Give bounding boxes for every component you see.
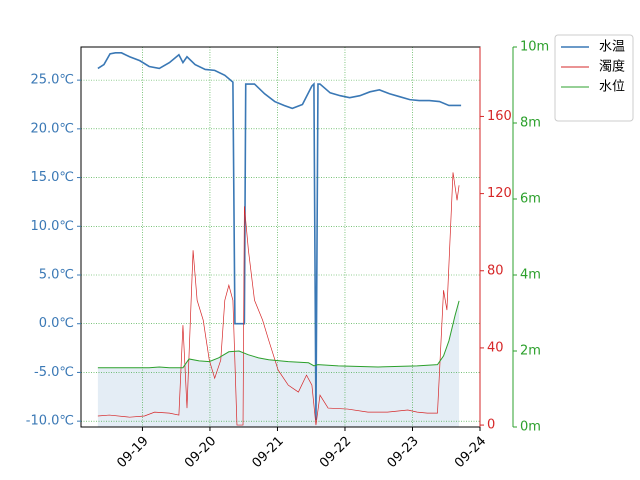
y-tick-label: -10.0℃ [26,414,74,429]
series-line [97,172,460,426]
y-tick-label: -5.0℃ [34,365,74,380]
y-tick-label: 10.0℃ [30,219,74,234]
y3-tick-label: 2m [520,344,541,359]
area-fill [97,300,460,427]
y3-tick-label: 0m [520,420,541,435]
y3-tick-label: 4m [520,268,541,283]
y-tick-label: 25.0℃ [30,73,74,88]
y2-tick-label: 120 [487,186,512,201]
series-line [97,300,460,369]
legend-box [554,34,634,122]
y2-tick-label: 0 [487,418,495,433]
y-tick-label: 20.0℃ [30,121,74,136]
legend-label: 濁度 [599,59,625,75]
y-tick-label: 15.0℃ [30,170,74,185]
y3-tick-label: 10m [520,40,549,55]
y3-tick-label: 8m [520,116,541,131]
legend-label: 水温 [599,40,625,55]
y2-tick-label: 160 [487,109,512,124]
y2-tick-label: 40 [487,340,504,355]
y2-tick-label: 80 [487,263,504,278]
y-tick-label: 0.0℃ [39,316,74,331]
legend-label: 水位 [599,80,625,95]
series-line [97,52,462,421]
y-tick-label: 5.0℃ [39,268,74,283]
y3-tick-label: 6m [520,192,541,207]
